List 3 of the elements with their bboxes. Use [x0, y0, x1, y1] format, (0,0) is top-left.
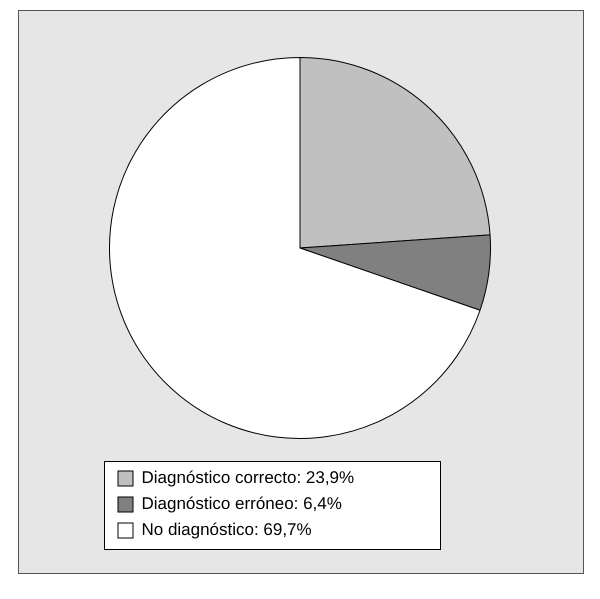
legend-label: No diagnóstico: 69,7% [142, 520, 312, 540]
legend-label: Diagnóstico erróneo: 6,4% [142, 494, 342, 514]
legend-label: Diagnóstico correcto: 23,9% [142, 468, 354, 488]
